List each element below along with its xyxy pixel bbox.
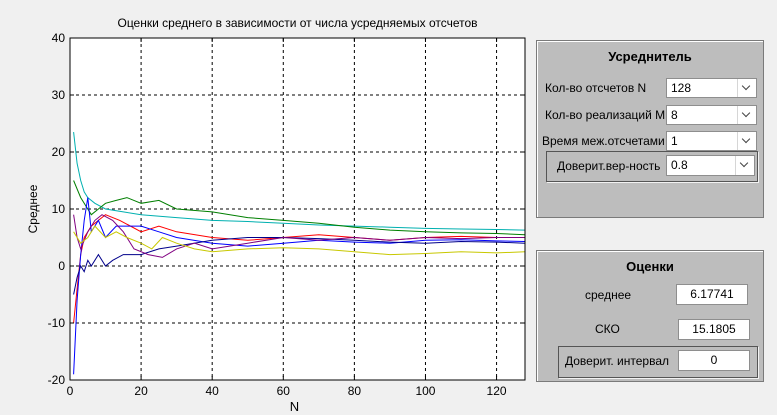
x-tick-label: 0 [67,384,74,398]
y-tick-label: 20 [52,145,66,159]
x-tick-label: 100 [415,384,435,398]
sko-label: СКО [595,322,620,336]
mean-estimates-chart: 0 20 40 60 80 100 120 -20 -10 0 10 20 30 40 Оценки сре… [26,16,526,414]
samples-count-value: 128 [671,81,692,95]
y-tick-label: 10 [52,202,66,216]
sample-interval-dropdown[interactable]: 1 [666,131,757,151]
chevron-down-icon[interactable] [737,106,756,124]
x-tick-label: 20 [134,384,148,398]
mean-output-field: 6.17741 [676,284,748,305]
y-tick-label: -10 [48,316,66,330]
y-tick-label: 0 [58,259,65,273]
series-line-2 [73,180,526,236]
x-tick-label: 60 [277,384,291,398]
estimates-panel-title: Оценки [626,259,674,274]
x-tick-label: 40 [206,384,220,398]
samples-count-label: Кол-во отсчетов N [545,81,647,95]
y-tick-label: 40 [52,31,66,45]
averager-panel-title: Усреднитель [608,49,692,64]
confidence-probability-group [546,151,758,182]
estimates-panel: Оценки среднее 6.17741 СКО 15.1805 Довер… [536,250,764,382]
series-line-5 [73,237,526,295]
x-axis-label: N [290,399,299,414]
realizations-count-label: Кол-во реализаций M [545,108,666,122]
chevron-down-icon[interactable] [737,132,756,150]
series-line-1 [73,132,526,231]
series-line-6 [73,214,525,258]
confidence-interval-output-field: 0 [678,350,750,371]
mean-label: среднее [585,288,632,302]
chevron-down-icon[interactable] [735,156,754,175]
x-tick-label: 80 [348,384,362,398]
confidence-interval-group [558,346,758,378]
sko-output-field: 15.1805 [678,319,750,340]
sample-interval-value: 1 [671,134,678,148]
averager-panel: Усреднитель Кол-во отсчетов N 128 Кол-во… [536,40,764,218]
chevron-down-icon[interactable] [737,79,756,97]
confidence-probability-dropdown[interactable]: 0.8 [666,155,755,176]
samples-count-dropdown[interactable]: 128 [666,78,757,98]
x-tick-label: 120 [487,384,507,398]
confidence-probability-value: 0.8 [671,158,688,172]
y-axis-label: Среднее [26,184,40,233]
y-tick-label: 30 [52,88,66,102]
realizations-count-value: 8 [671,108,678,122]
chart-title: Оценки среднего в зависимости от числа у… [117,16,477,30]
realizations-count-dropdown[interactable]: 8 [666,105,757,125]
confidence-probability-label: Доверит.вер-ность [557,159,661,173]
sample-interval-label: Время меж.отсчетами [542,134,665,148]
y-tick-label: -20 [48,373,66,387]
series-line-7 [73,225,526,256]
confidence-interval-label: Доверит. интервал [565,354,670,368]
